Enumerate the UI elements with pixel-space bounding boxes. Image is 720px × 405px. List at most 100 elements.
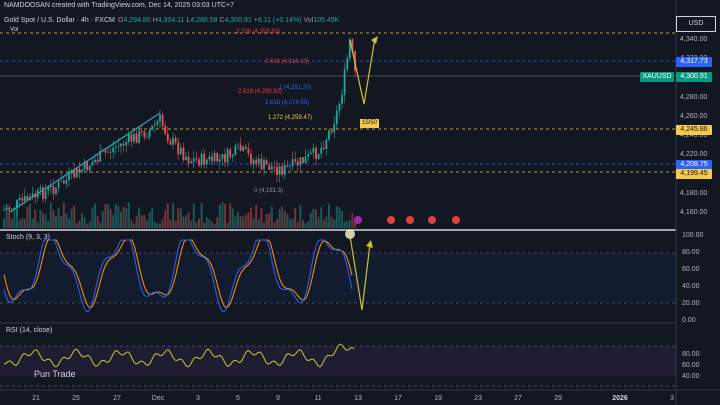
volume-bar bbox=[351, 213, 354, 228]
candle bbox=[169, 137, 172, 146]
projection-path-main[interactable] bbox=[349, 37, 376, 105]
fib-label: 1.272 (4,259.47) bbox=[268, 115, 313, 121]
event-icon-1[interactable] bbox=[354, 216, 362, 224]
candle-body bbox=[283, 165, 286, 175]
volume-bar bbox=[179, 208, 182, 228]
candle-body bbox=[10, 208, 13, 210]
candle bbox=[315, 145, 317, 167]
volume-bar bbox=[68, 218, 70, 228]
candle bbox=[182, 142, 185, 163]
stoch-title[interactable]: Stoch (9, 3, 3) bbox=[6, 234, 50, 241]
time-label: 2026 bbox=[612, 395, 628, 402]
candle bbox=[60, 173, 63, 182]
candle-body bbox=[88, 165, 91, 171]
flag-icon-1[interactable] bbox=[387, 216, 395, 224]
candle-body bbox=[99, 150, 102, 162]
volume-bar bbox=[120, 211, 122, 228]
candle bbox=[133, 129, 135, 145]
time-label: 9 bbox=[276, 395, 280, 402]
symbol-title[interactable]: Gold Spot / U.S. Dollar · 4h · FXCM bbox=[4, 17, 115, 24]
flag-icon-4[interactable] bbox=[452, 216, 460, 224]
candle-body bbox=[302, 157, 304, 164]
volume-bar bbox=[107, 204, 109, 228]
volume-bar bbox=[36, 222, 39, 228]
candle-body bbox=[75, 168, 78, 178]
ohlc-close-key: C bbox=[219, 17, 225, 24]
candle-body bbox=[86, 161, 89, 171]
time-label: 27 bbox=[514, 395, 522, 402]
volume-bar bbox=[138, 207, 141, 228]
volume-bar bbox=[161, 218, 164, 228]
volume-bar bbox=[75, 223, 78, 228]
volume-bar bbox=[166, 203, 169, 228]
candle-body bbox=[179, 147, 182, 155]
candle bbox=[164, 121, 167, 136]
annotation-badge[interactable]: 15/50 bbox=[360, 119, 380, 128]
volume-bar bbox=[146, 220, 148, 228]
candle bbox=[211, 151, 213, 166]
volume-bar bbox=[239, 216, 242, 228]
stoch-highlight-dot[interactable] bbox=[345, 229, 355, 239]
volume-bar bbox=[330, 217, 333, 228]
candle bbox=[8, 204, 11, 212]
stoch-k-line bbox=[3, 239, 353, 313]
volume-bar bbox=[133, 223, 135, 228]
projection-path-stoch[interactable] bbox=[349, 235, 371, 311]
volume-bar bbox=[315, 209, 317, 228]
volume-bar bbox=[247, 212, 250, 228]
candle bbox=[283, 158, 286, 180]
candle bbox=[234, 143, 237, 156]
candle bbox=[203, 148, 206, 169]
flag-icon-2[interactable] bbox=[406, 216, 414, 224]
volume-bar bbox=[185, 215, 187, 228]
candle bbox=[120, 143, 122, 155]
candle bbox=[174, 135, 177, 146]
candle bbox=[250, 148, 252, 167]
volume-bar bbox=[208, 219, 211, 228]
rsi-title[interactable]: RSI (14, close) bbox=[6, 327, 53, 334]
candle-body bbox=[174, 137, 177, 143]
candle-body bbox=[307, 154, 310, 157]
candle-body bbox=[39, 187, 42, 190]
volume-bar bbox=[333, 219, 336, 228]
volume-bar bbox=[148, 212, 151, 228]
candle-body bbox=[231, 154, 234, 157]
time-label: 21 bbox=[32, 395, 40, 402]
candle-body bbox=[270, 166, 273, 170]
candle-body bbox=[343, 69, 346, 95]
candle-body bbox=[122, 143, 125, 146]
candle bbox=[29, 193, 31, 201]
candle bbox=[312, 143, 315, 159]
stoch-axis-label: 20.00 bbox=[682, 300, 700, 307]
volume-bar bbox=[21, 217, 24, 228]
candle-body bbox=[278, 166, 281, 175]
vol-indicator-label[interactable]: Vol bbox=[10, 27, 19, 33]
candle-body bbox=[200, 153, 203, 166]
candle bbox=[346, 54, 349, 73]
candle-body bbox=[130, 134, 133, 142]
candle bbox=[55, 187, 57, 197]
flag-icon-3[interactable] bbox=[428, 216, 436, 224]
candle-body bbox=[226, 149, 229, 163]
price-label: 4,260.00 bbox=[680, 112, 708, 120]
candle bbox=[26, 193, 29, 202]
rsi-band-fill bbox=[0, 346, 676, 376]
ohlc-change: +6.11 (+0.14%) bbox=[253, 17, 302, 24]
candle bbox=[226, 146, 229, 168]
volume-bar bbox=[312, 208, 315, 228]
candle bbox=[143, 129, 146, 141]
candle bbox=[107, 148, 109, 154]
candle-body bbox=[166, 133, 169, 142]
price-label: 4,280.00 bbox=[680, 93, 708, 101]
candle-body bbox=[192, 158, 195, 162]
currency-selector[interactable]: USD bbox=[676, 16, 716, 32]
candle-body bbox=[21, 197, 24, 201]
candle bbox=[5, 203, 8, 211]
candle bbox=[299, 157, 302, 172]
candle-body bbox=[299, 157, 302, 166]
ohlc-close: 4,300.91 bbox=[224, 17, 252, 24]
candle bbox=[13, 206, 16, 214]
fib-label: 2.618 (4,318.13) bbox=[265, 59, 310, 65]
candle bbox=[91, 158, 94, 166]
